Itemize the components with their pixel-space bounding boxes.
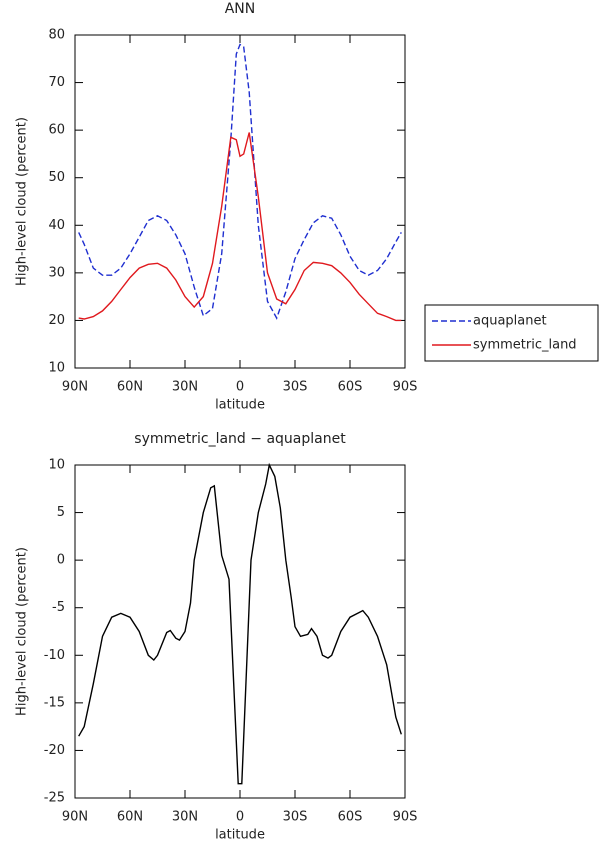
- y-tick-label: 30: [48, 265, 65, 280]
- y-tick-label: -25: [44, 791, 65, 806]
- legend-label: aquaplanet: [473, 314, 547, 329]
- x-tick-label: 90N: [62, 380, 88, 395]
- y-tick-label: 10: [48, 361, 65, 376]
- y-tick-label: -15: [44, 695, 65, 710]
- y-tick-label: 80: [48, 28, 65, 43]
- x-tick-label: 0: [236, 380, 244, 395]
- x-axis-label: latitude: [215, 828, 265, 843]
- x-tick-label: 30S: [283, 380, 308, 395]
- y-tick-label: -10: [44, 648, 65, 663]
- y-tick-label: 60: [48, 123, 65, 138]
- data-line: [78, 132, 402, 322]
- x-tick-label: 30S: [283, 810, 308, 825]
- x-tick-label: 60S: [338, 380, 363, 395]
- chart-title: symmetric_land − aquaplanet: [134, 431, 346, 447]
- x-tick-label: 30N: [172, 810, 198, 825]
- y-tick-label: 0: [57, 553, 65, 568]
- y-tick-label: 10: [48, 458, 65, 473]
- x-tick-label: 0: [236, 810, 244, 825]
- y-tick-label: 20: [48, 313, 65, 328]
- x-tick-label: 30N: [172, 380, 198, 395]
- data-line: [78, 462, 402, 785]
- y-axis-label: High-level cloud (percent): [15, 117, 30, 286]
- data-line: [78, 43, 402, 320]
- legend-label: symmetric_land: [473, 338, 577, 353]
- y-tick-label: 5: [57, 505, 65, 520]
- x-tick-label: 90S: [393, 810, 418, 825]
- y-axis-label: High-level cloud (percent): [15, 547, 30, 716]
- x-tick-label: 60N: [117, 810, 143, 825]
- x-tick-label: 60S: [338, 810, 363, 825]
- y-tick-label: -20: [44, 743, 65, 758]
- x-axis-label: latitude: [215, 398, 265, 413]
- x-tick-label: 60N: [117, 380, 143, 395]
- legend-box: [424, 304, 599, 362]
- y-tick-label: 70: [48, 75, 65, 90]
- chart-title: ANN: [225, 1, 256, 17]
- y-tick-label: 50: [48, 170, 65, 185]
- x-tick-label: 90S: [393, 380, 418, 395]
- plot-frame: [74, 464, 406, 799]
- y-tick-label: -5: [52, 600, 65, 615]
- y-tick-label: 40: [48, 218, 65, 233]
- plot-frame: [74, 34, 406, 369]
- x-tick-label: 90N: [62, 810, 88, 825]
